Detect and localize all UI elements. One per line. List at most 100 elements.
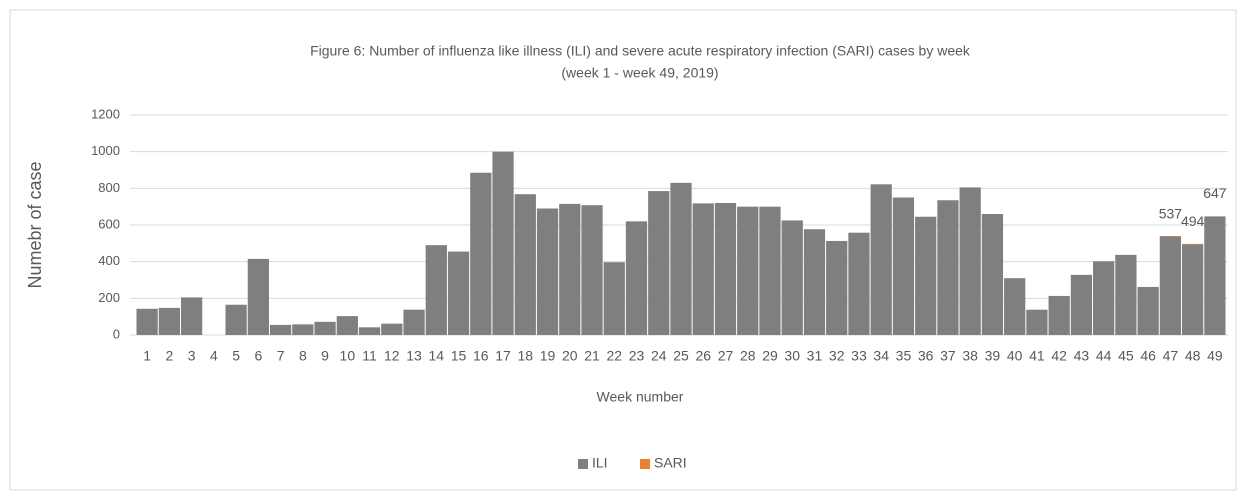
x-tick-label: 12 bbox=[384, 348, 400, 364]
y-tick-label: 200 bbox=[98, 290, 120, 305]
bar bbox=[1026, 309, 1048, 335]
bar bbox=[581, 205, 603, 335]
bar bbox=[714, 203, 737, 335]
x-tick-label: 6 bbox=[254, 348, 262, 364]
bar bbox=[781, 220, 803, 335]
bar bbox=[1159, 236, 1182, 237]
x-tick-label: 36 bbox=[918, 348, 934, 364]
x-tick-label: 15 bbox=[451, 348, 467, 364]
x-tick-label: 40 bbox=[1007, 348, 1023, 364]
bar bbox=[737, 206, 759, 335]
x-tick-label: 25 bbox=[673, 348, 689, 364]
x-tick-label: 38 bbox=[962, 348, 978, 364]
x-axis-title: Week number bbox=[597, 389, 684, 405]
x-tick-label: 27 bbox=[718, 348, 734, 364]
x-tick-label: 34 bbox=[873, 348, 889, 364]
x-tick-label: 35 bbox=[896, 348, 912, 364]
bar bbox=[648, 191, 670, 335]
data-label: 494 bbox=[1181, 213, 1205, 229]
bar bbox=[981, 214, 1004, 335]
bar bbox=[358, 327, 381, 335]
bar bbox=[625, 221, 648, 335]
x-tick-label: 49 bbox=[1207, 348, 1223, 364]
x-tick-label: 43 bbox=[1074, 348, 1090, 364]
x-tick-label: 8 bbox=[299, 348, 307, 364]
bar bbox=[292, 324, 314, 335]
y-tick-label: 400 bbox=[98, 253, 120, 268]
x-tick-label: 18 bbox=[517, 348, 533, 364]
x-tick-label: 29 bbox=[762, 348, 778, 364]
legend-label: SARI bbox=[654, 455, 687, 471]
x-tick-label: 4 bbox=[210, 348, 218, 364]
x-tick-label: 3 bbox=[188, 348, 196, 364]
x-tick-label: 44 bbox=[1096, 348, 1112, 364]
bar bbox=[937, 200, 959, 335]
bar bbox=[1115, 254, 1137, 335]
x-tick-label: 26 bbox=[695, 348, 711, 364]
x-tick-label: 46 bbox=[1140, 348, 1156, 364]
bar bbox=[915, 216, 937, 335]
bar bbox=[447, 251, 470, 335]
x-tick-label: 2 bbox=[165, 348, 173, 364]
bar bbox=[314, 321, 336, 335]
bar bbox=[670, 182, 692, 335]
chart-title: Figure 6: Number of influenza like illne… bbox=[310, 43, 971, 59]
bar bbox=[1182, 244, 1204, 335]
x-tick-label: 7 bbox=[277, 348, 285, 364]
bar bbox=[1093, 261, 1115, 335]
bar bbox=[959, 187, 981, 335]
x-tick-label: 31 bbox=[807, 348, 823, 364]
x-tick-label: 45 bbox=[1118, 348, 1134, 364]
x-tick-label: 14 bbox=[429, 348, 445, 364]
bar bbox=[470, 172, 492, 335]
bar bbox=[870, 184, 892, 335]
x-tick-label: 41 bbox=[1029, 348, 1045, 364]
y-axis-title: Numebr of case bbox=[25, 161, 45, 288]
y-tick-label: 600 bbox=[98, 216, 120, 231]
bar bbox=[269, 324, 292, 335]
x-tick-label: 33 bbox=[851, 348, 867, 364]
bar bbox=[514, 194, 536, 335]
bar bbox=[848, 232, 870, 335]
data-label: 537 bbox=[1159, 205, 1183, 221]
bar bbox=[692, 203, 714, 335]
bar bbox=[559, 203, 581, 335]
y-tick-label: 800 bbox=[98, 180, 120, 195]
x-tick-label: 9 bbox=[321, 348, 329, 364]
x-tick-label: 1 bbox=[143, 348, 151, 364]
x-tick-label: 17 bbox=[495, 348, 511, 364]
bar bbox=[1137, 286, 1159, 335]
bar bbox=[1159, 236, 1182, 335]
bar bbox=[803, 229, 826, 335]
x-tick-label: 20 bbox=[562, 348, 578, 364]
bar bbox=[180, 297, 203, 335]
bar bbox=[1204, 216, 1226, 335]
data-label: 647 bbox=[1203, 185, 1227, 201]
bar bbox=[403, 309, 425, 335]
x-tick-label: 11 bbox=[362, 348, 377, 364]
bar bbox=[1048, 295, 1070, 335]
legend-swatch bbox=[640, 459, 650, 469]
x-tick-label: 42 bbox=[1051, 348, 1067, 364]
x-tick-label: 32 bbox=[829, 348, 845, 364]
x-tick-label: 48 bbox=[1185, 348, 1201, 364]
x-tick-label: 23 bbox=[629, 348, 645, 364]
bar bbox=[247, 258, 269, 335]
x-tick-label: 21 bbox=[584, 348, 600, 364]
chart-border bbox=[9, 9, 1237, 491]
bar bbox=[381, 323, 403, 335]
x-tick-label: 5 bbox=[232, 348, 240, 364]
x-tick-label: 47 bbox=[1163, 348, 1179, 364]
y-tick-label: 1200 bbox=[91, 106, 120, 121]
bar bbox=[425, 245, 447, 335]
x-tick-label: 22 bbox=[606, 348, 622, 364]
legend-swatch bbox=[578, 459, 588, 469]
bar bbox=[759, 206, 781, 335]
bar bbox=[336, 316, 358, 335]
x-tick-label: 16 bbox=[473, 348, 489, 364]
bar bbox=[492, 151, 514, 335]
chart-subtitle: (week 1 - week 49, 2019) bbox=[561, 65, 718, 81]
bar bbox=[1182, 243, 1204, 245]
x-tick-label: 37 bbox=[940, 348, 956, 364]
x-tick-label: 24 bbox=[651, 348, 667, 364]
